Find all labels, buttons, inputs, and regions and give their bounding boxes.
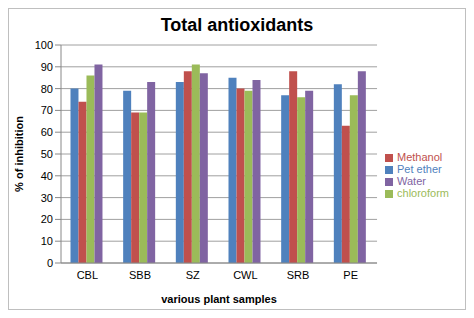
svg-text:SRB: SRB — [287, 269, 310, 281]
svg-text:30: 30 — [41, 192, 53, 204]
html-text:Methanol: Methanol — [397, 151, 443, 163]
svg-text:100: 100 — [35, 41, 53, 51]
svg-text:0: 0 — [47, 257, 53, 269]
svg-text:CWL: CWL — [233, 269, 257, 281]
html-text:chloroform: chloroform — [397, 187, 449, 199]
svg-text:50: 50 — [41, 148, 53, 160]
svg-text:various plant samples: various plant samples — [161, 293, 277, 305]
html-text:Pet ether: Pet ether — [397, 163, 442, 175]
html-text:Total antioxidants: Total antioxidants — [160, 15, 314, 35]
svg-text:40: 40 — [41, 170, 53, 182]
html-text:Water: Water — [397, 175, 426, 187]
svg-text:CBL: CBL — [77, 269, 98, 281]
svg-text:% of inhibition: % of inhibition — [13, 116, 25, 192]
svg-text:70: 70 — [41, 104, 53, 116]
svg-text:20: 20 — [41, 213, 53, 225]
svg-text:SBB: SBB — [129, 269, 151, 281]
svg-text:60: 60 — [41, 126, 53, 138]
svg-text:SZ: SZ — [186, 269, 200, 281]
svg-text:10: 10 — [41, 235, 53, 247]
svg-text:80: 80 — [41, 83, 53, 95]
svg-text:PE: PE — [343, 269, 358, 281]
svg-text:90: 90 — [41, 61, 53, 73]
